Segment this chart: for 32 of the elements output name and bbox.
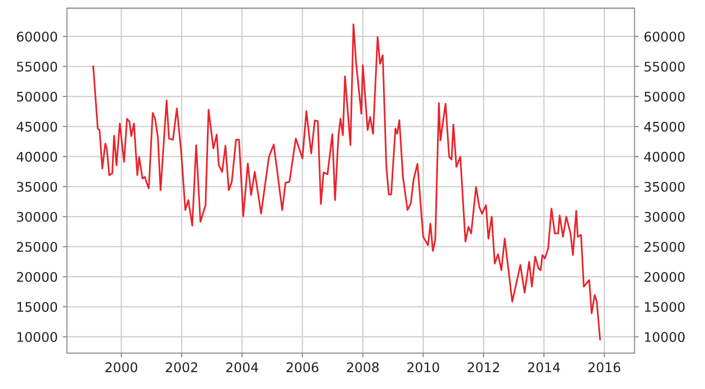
x-tick-label: 2016 <box>588 362 620 372</box>
y2-tick-label: 20000 <box>644 272 685 282</box>
x-tick-label: 2000 <box>105 362 138 372</box>
x-tick-label: 2012 <box>468 362 500 372</box>
y-tick-label: 10000 <box>17 332 58 342</box>
y-tick-label: 30000 <box>16 212 58 222</box>
x-tick-label: 2010 <box>407 362 440 372</box>
y-tick-label: 35000 <box>16 182 58 192</box>
y2-tick-label: 50000 <box>644 92 685 102</box>
y-tick-label: 40000 <box>16 152 58 162</box>
line-series <box>92 24 601 340</box>
y2-tick-label: 55000 <box>644 62 685 72</box>
y2-tick-label: 60000 <box>644 32 685 42</box>
y2-tick-label: 30000 <box>644 212 685 222</box>
y2-tick-label: 35000 <box>644 182 685 192</box>
y-tick-label: 55000 <box>16 62 58 72</box>
x-tick-label: 2004 <box>226 362 258 372</box>
y2-tick-label: 45000 <box>644 122 685 132</box>
x-tick-label: 2014 <box>528 362 560 372</box>
y2-tick-label: 25000 <box>644 242 685 252</box>
y2-tick-label: 10000 <box>644 332 685 342</box>
y-tick-label: 45000 <box>16 122 58 132</box>
x-tick-label: 2006 <box>286 362 318 372</box>
x-tick-label: 2008 <box>346 362 379 372</box>
y-tick-label: 50000 <box>16 92 58 102</box>
x-tick-label: 2002 <box>166 362 198 372</box>
y-tick-label: 60000 <box>16 32 58 42</box>
y-tick-label: 15000 <box>17 302 58 312</box>
y-tick-label: 25000 <box>16 242 58 252</box>
y-tick-label: 20000 <box>16 272 58 282</box>
y2-tick-label: 15000 <box>644 302 685 312</box>
y2-tick-label: 40000 <box>644 152 685 162</box>
